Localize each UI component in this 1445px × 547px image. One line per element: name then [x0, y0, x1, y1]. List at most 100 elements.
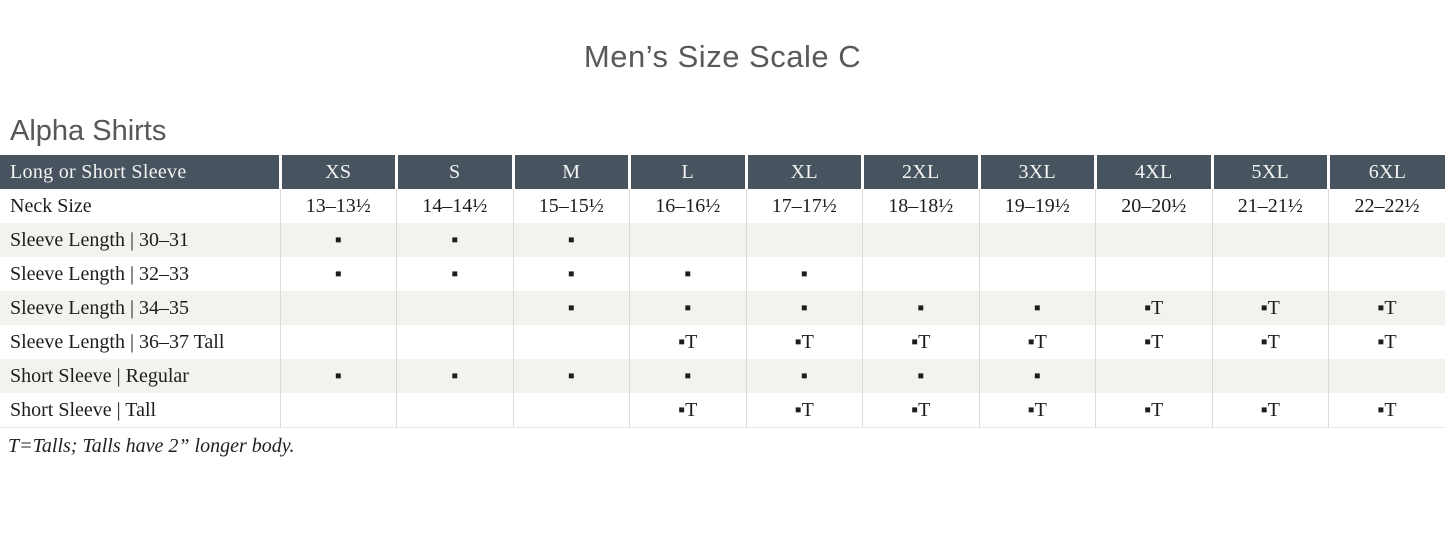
size-cell: ▪	[746, 291, 863, 325]
header-cell-size-s: S	[397, 155, 514, 189]
size-cell: ▪	[513, 359, 630, 393]
section-title: Alpha Shirts	[10, 117, 1445, 146]
size-cell: ▪	[513, 223, 630, 257]
size-cell: ▪T	[1212, 393, 1329, 428]
table-row: Short Sleeve | Regular▪▪▪▪▪▪▪	[0, 359, 1445, 393]
size-cell	[513, 393, 630, 428]
row-label-cell: Sleeve Length | 34–35	[0, 291, 280, 325]
header-cell-size-xs: XS	[280, 155, 397, 189]
size-cell: 18–18½	[863, 189, 980, 223]
size-cell: ▪T	[1096, 325, 1213, 359]
size-cell	[746, 223, 863, 257]
size-cell: ▪	[630, 291, 747, 325]
header-cell-size-3xl: 3XL	[979, 155, 1096, 189]
size-cell	[863, 223, 980, 257]
header-cell-size-l: L	[630, 155, 747, 189]
size-cell	[397, 291, 514, 325]
size-cell	[1096, 223, 1213, 257]
row-label-cell: Short Sleeve | Tall	[0, 393, 280, 428]
size-cell: ▪	[979, 359, 1096, 393]
size-cell: ▪	[513, 291, 630, 325]
row-label-cell: Sleeve Length | 30–31	[0, 223, 280, 257]
size-cell: ▪	[863, 291, 980, 325]
size-cell: ▪T	[979, 325, 1096, 359]
size-cell: ▪	[513, 257, 630, 291]
size-cell: ▪T	[1096, 291, 1213, 325]
size-cell: ▪	[397, 359, 514, 393]
row-label-cell: Neck Size	[0, 189, 280, 223]
size-cell: 13–13½	[280, 189, 397, 223]
size-cell	[513, 325, 630, 359]
size-cell	[280, 291, 397, 325]
size-cell	[630, 223, 747, 257]
size-cell: ▪	[397, 223, 514, 257]
size-cell: ▪T	[863, 325, 980, 359]
size-cell	[1212, 257, 1329, 291]
size-cell	[280, 393, 397, 428]
size-cell: 20–20½	[1096, 189, 1213, 223]
page-title: Men’s Size Scale C	[0, 41, 1445, 72]
size-cell: ▪T	[630, 325, 747, 359]
size-cell: ▪T	[1212, 291, 1329, 325]
size-cell: ▪T	[1096, 393, 1213, 428]
size-chart-table: Long or Short Sleeve XS S M L XL 2XL 3XL…	[0, 155, 1445, 428]
size-cell: ▪	[746, 257, 863, 291]
size-cell: 17–17½	[746, 189, 863, 223]
size-cell: 16–16½	[630, 189, 747, 223]
size-cell: ▪T	[863, 393, 980, 428]
size-cell: ▪	[630, 257, 747, 291]
size-cell	[1329, 257, 1445, 291]
size-cell	[1212, 359, 1329, 393]
size-cell	[397, 325, 514, 359]
size-cell	[280, 325, 397, 359]
row-label-cell: Sleeve Length | 36–37 Tall	[0, 325, 280, 359]
size-cell: 14–14½	[397, 189, 514, 223]
size-cell: ▪T	[1329, 325, 1445, 359]
header-cell-size-2xl: 2XL	[863, 155, 980, 189]
size-cell: ▪	[630, 359, 747, 393]
table-row: Short Sleeve | Tall▪T▪T▪T▪T▪T▪T▪T	[0, 393, 1445, 428]
size-cell	[979, 223, 1096, 257]
header-cell-size-xl: XL	[746, 155, 863, 189]
table-row: Sleeve Length | 30–31▪▪▪	[0, 223, 1445, 257]
size-cell: ▪	[280, 257, 397, 291]
size-cell: 21–21½	[1212, 189, 1329, 223]
header-cell-size-6xl: 6XL	[1329, 155, 1445, 189]
row-label-cell: Short Sleeve | Regular	[0, 359, 280, 393]
size-cell	[1096, 359, 1213, 393]
header-cell-size-4xl: 4XL	[1096, 155, 1213, 189]
size-cell: ▪	[280, 359, 397, 393]
footnote: T=Talls; Talls have 2” longer body.	[8, 435, 1445, 458]
size-cell	[397, 393, 514, 428]
size-cell: ▪	[863, 359, 980, 393]
size-cell: ▪T	[979, 393, 1096, 428]
size-cell: 19–19½	[979, 189, 1096, 223]
size-cell: ▪T	[746, 325, 863, 359]
size-cell: 22–22½	[1329, 189, 1445, 223]
size-cell: ▪T	[746, 393, 863, 428]
size-cell	[1329, 223, 1445, 257]
size-cell: ▪T	[1329, 393, 1445, 428]
header-cell-size-5xl: 5XL	[1212, 155, 1329, 189]
size-cell	[863, 257, 980, 291]
table-row: Sleeve Length | 36–37 Tall▪T▪T▪T▪T▪T▪T▪T	[0, 325, 1445, 359]
size-cell: ▪	[746, 359, 863, 393]
size-cell	[979, 257, 1096, 291]
row-label-cell: Sleeve Length | 32–33	[0, 257, 280, 291]
size-cell	[1096, 257, 1213, 291]
table-row: Sleeve Length | 34–35▪▪▪▪▪▪T▪T▪T	[0, 291, 1445, 325]
size-cell: ▪T	[1212, 325, 1329, 359]
table-row: Sleeve Length | 32–33▪▪▪▪▪	[0, 257, 1445, 291]
size-cell: ▪T	[1329, 291, 1445, 325]
header-cell-sleeve-type: Long or Short Sleeve	[0, 155, 280, 189]
header-cell-size-m: M	[513, 155, 630, 189]
size-cell: 15–15½	[513, 189, 630, 223]
size-cell: ▪	[280, 223, 397, 257]
size-cell: ▪	[979, 291, 1096, 325]
size-cell: ▪	[397, 257, 514, 291]
table-header-row: Long or Short Sleeve XS S M L XL 2XL 3XL…	[0, 155, 1445, 189]
size-cell	[1212, 223, 1329, 257]
size-cell: ▪T	[630, 393, 747, 428]
